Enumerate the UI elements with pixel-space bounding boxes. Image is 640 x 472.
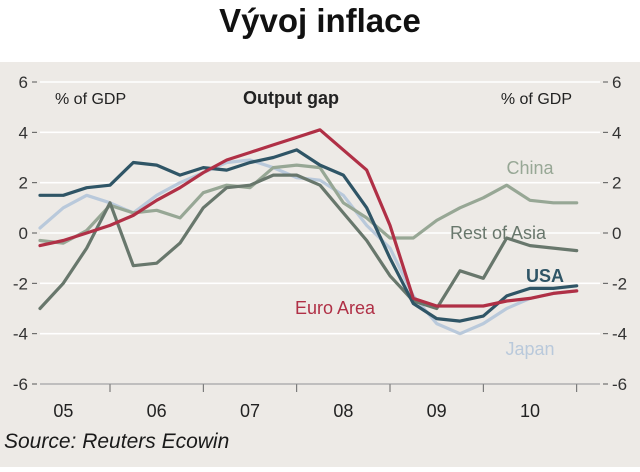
- y-axis-label-right: % of GDP: [501, 91, 572, 108]
- x-tick-label: 07: [240, 401, 260, 421]
- y-tick-label-right: -4: [612, 325, 627, 344]
- output-gap-chart: -6 -4 -2 0 2 4 6 -6 -4 -2 0 2 4 6 05 06 07 08 09 10 China…: [13, 73, 627, 421]
- series-line-rest-of-asia: [38, 173, 579, 311]
- x-tick-label: 10: [520, 401, 540, 421]
- y-tick-label-right: 0: [612, 224, 621, 243]
- y-tick-label-left: 4: [19, 123, 28, 142]
- y-tick-label-right: 6: [612, 73, 621, 92]
- y-tick-label-left: 2: [19, 174, 28, 193]
- y-axis-label-left: % of GDP: [55, 91, 126, 108]
- series-label-japan: Japan: [505, 339, 554, 359]
- y-axis-left: -6 -4 -2 0 2 4 6: [13, 73, 37, 394]
- series-label-rest-of-asia: Rest of Asia: [450, 223, 547, 243]
- series-line-euro-area: [38, 128, 579, 308]
- y-tick-label-left: 0: [19, 224, 28, 243]
- series-line-usa: [38, 148, 579, 323]
- x-tick-label: 08: [333, 401, 353, 421]
- y-tick-label-left: 6: [19, 73, 28, 92]
- y-axis-right: -6 -4 -2 0 2 4 6: [603, 73, 627, 394]
- source-note: Source: Reuters Ecowin: [4, 430, 230, 453]
- chart-panel: -6 -4 -2 0 2 4 6 -6 -4 -2 0 2 4 6 05 06 07 08 09 10 China…: [0, 62, 640, 467]
- x-tick-label: 09: [427, 401, 447, 421]
- y-tick-label-right: -2: [612, 274, 627, 293]
- y-tick-label-right: -6: [612, 375, 627, 394]
- y-tick-label-right: 4: [612, 123, 621, 142]
- x-tick-label: 05: [53, 401, 73, 421]
- series-label-euro-area: Euro Area: [295, 298, 376, 318]
- series-labels: China Rest of Asia USA Euro Area Japan: [295, 158, 564, 359]
- chart-title: Output gap: [243, 88, 339, 108]
- series-line-china: [38, 163, 579, 245]
- x-axis: 05 06 07 08 09 10: [40, 383, 600, 421]
- grid-lines: [40, 81, 600, 385]
- series-label-usa: USA: [526, 266, 564, 286]
- y-tick-label-left: -6: [13, 375, 28, 394]
- x-tick-label: 06: [147, 401, 167, 421]
- y-tick-label-left: -2: [13, 274, 28, 293]
- series-label-china: China: [506, 158, 554, 178]
- y-tick-label-right: 2: [612, 174, 621, 193]
- y-tick-label-left: -4: [13, 325, 28, 344]
- series-lines: [38, 128, 579, 336]
- page-title: Vývoj inflace: [219, 2, 421, 39]
